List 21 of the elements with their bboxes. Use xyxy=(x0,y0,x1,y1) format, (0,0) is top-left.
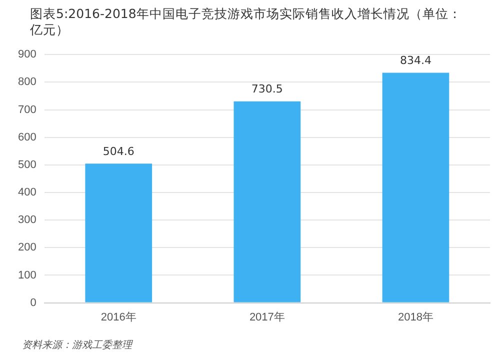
data-label: 730.5 xyxy=(251,82,283,96)
y-tick-label: 100 xyxy=(18,269,36,282)
y-tick-label: 400 xyxy=(18,186,36,199)
y-tick-label: 200 xyxy=(18,242,36,254)
y-tick-label: 600 xyxy=(18,131,36,144)
bar xyxy=(234,101,301,302)
x-tick-label: 2018年 xyxy=(398,311,434,324)
y-tick-label: 500 xyxy=(18,158,36,171)
y-tick-label: 0 xyxy=(30,296,36,309)
bar xyxy=(85,164,152,302)
text: 资料来源：游戏工委整理 xyxy=(22,338,132,352)
bar xyxy=(382,72,450,302)
chart-title: 图表5:2016-2018年中国电子竞技游戏市场实际销售收入增长情况（单位：亿元） xyxy=(30,6,462,38)
data-label: 834.4 xyxy=(400,54,432,68)
x-tick-label: 2017年 xyxy=(249,311,285,324)
y-tick-label: 800 xyxy=(18,76,36,88)
y-tick-label: 300 xyxy=(18,214,36,226)
x-tick-label: 2016年 xyxy=(100,311,136,324)
y-tick-label: 900 xyxy=(18,48,36,61)
y-tick-label: 700 xyxy=(18,104,36,116)
data-label: 504.6 xyxy=(102,145,134,158)
